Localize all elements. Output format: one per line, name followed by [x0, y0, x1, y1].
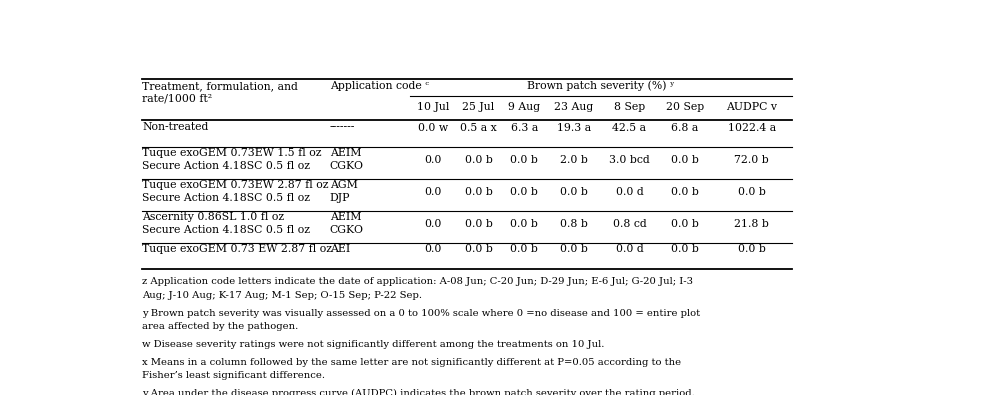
Text: 19.3 a: 19.3 a — [557, 123, 592, 133]
Text: area affected by the pathogen.: area affected by the pathogen. — [142, 322, 299, 331]
Text: 72.0 b: 72.0 b — [735, 155, 769, 165]
Text: 0.0 b: 0.0 b — [511, 155, 538, 165]
Text: 0.0 b: 0.0 b — [511, 187, 538, 197]
Text: 20 Sep: 20 Sep — [666, 102, 704, 112]
Text: 6.3 a: 6.3 a — [511, 123, 538, 133]
Text: 0.0: 0.0 — [424, 245, 442, 254]
Text: 9 Aug: 9 Aug — [509, 102, 540, 112]
Text: 21.8 b: 21.8 b — [735, 219, 769, 229]
Text: AUDPC v: AUDPC v — [727, 102, 777, 112]
Text: Application code ᶜ: Application code ᶜ — [329, 81, 429, 91]
Text: Aug; J-10 Aug; K-17 Aug; M-1 Sep; O-15 Sep; P-22 Sep.: Aug; J-10 Aug; K-17 Aug; M-1 Sep; O-15 S… — [142, 291, 422, 300]
Text: 0.0 w: 0.0 w — [418, 123, 448, 133]
Text: 0.0 b: 0.0 b — [670, 155, 699, 165]
Text: 23 Aug: 23 Aug — [554, 102, 594, 112]
Text: 0.0 b: 0.0 b — [670, 245, 699, 254]
Text: z Application code letters indicate the date of application: A-08 Jun; C-20 Jun;: z Application code letters indicate the … — [142, 277, 693, 286]
Text: 0.0: 0.0 — [424, 155, 442, 165]
Text: 3.0 bcd: 3.0 bcd — [609, 155, 650, 165]
Text: 0.0 b: 0.0 b — [738, 245, 766, 254]
Text: 0.0 b: 0.0 b — [511, 245, 538, 254]
Text: 0.0 b: 0.0 b — [464, 219, 493, 229]
Text: 0.0 b: 0.0 b — [670, 187, 699, 197]
Text: AEIM
CGKO: AEIM CGKO — [329, 212, 364, 235]
Text: 0.0 b: 0.0 b — [464, 245, 493, 254]
Text: 0.8 b: 0.8 b — [560, 219, 588, 229]
Text: 25 Jul: 25 Jul — [462, 102, 495, 112]
Text: AEIM
CGKO: AEIM CGKO — [329, 148, 364, 171]
Text: y Brown patch severity was visually assessed on a 0 to 100% scale where 0 =no di: y Brown patch severity was visually asse… — [142, 308, 700, 318]
Text: 8 Sep: 8 Sep — [614, 102, 645, 112]
Text: 0.0: 0.0 — [424, 187, 442, 197]
Text: AGM
DJP: AGM DJP — [329, 180, 358, 203]
Text: 0.0 b: 0.0 b — [511, 219, 538, 229]
Text: Ascernity 0.86SL 1.0 fl oz
Secure Action 4.18SC 0.5 fl oz: Ascernity 0.86SL 1.0 fl oz Secure Action… — [142, 212, 311, 235]
Text: 0.0 b: 0.0 b — [560, 245, 588, 254]
Text: 0.0 d: 0.0 d — [615, 187, 644, 197]
Text: Treatment, formulation, and
rate/1000 ft²: Treatment, formulation, and rate/1000 ft… — [142, 81, 298, 103]
Text: 6.8 a: 6.8 a — [671, 123, 698, 133]
Text: 0.8 cd: 0.8 cd — [612, 219, 647, 229]
Text: Brown patch severity (%) ʸ: Brown patch severity (%) ʸ — [528, 81, 674, 91]
Text: x Means in a column followed by the same letter are not significantly different : x Means in a column followed by the same… — [142, 357, 681, 367]
Text: 2.0 b: 2.0 b — [560, 155, 588, 165]
Text: Tuque exoGEM 0.73 EW 2.87 fl oz: Tuque exoGEM 0.73 EW 2.87 fl oz — [142, 244, 332, 254]
Text: Tuque exoGEM 0.73EW 1.5 fl oz
Secure Action 4.18SC 0.5 fl oz: Tuque exoGEM 0.73EW 1.5 fl oz Secure Act… — [142, 148, 321, 171]
Text: Tuque exoGEM 0.73EW 2.87 fl oz
Secure Action 4.18SC 0.5 fl oz: Tuque exoGEM 0.73EW 2.87 fl oz Secure Ac… — [142, 180, 329, 203]
Text: v Area under the disease progress curve (AUDPC) indicates the brown patch severi: v Area under the disease progress curve … — [142, 389, 695, 395]
Text: Fisher’s least significant difference.: Fisher’s least significant difference. — [142, 371, 325, 380]
Text: 10 Jul: 10 Jul — [416, 102, 449, 112]
Text: 0.0 b: 0.0 b — [560, 187, 588, 197]
Text: 42.5 a: 42.5 a — [612, 123, 647, 133]
Text: Non-treated: Non-treated — [142, 122, 209, 132]
Text: -------: ------- — [329, 122, 355, 132]
Text: 0.0 b: 0.0 b — [670, 219, 699, 229]
Text: 0.0 b: 0.0 b — [738, 187, 766, 197]
Text: w Disease severity ratings were not significantly different among the treatments: w Disease severity ratings were not sign… — [142, 340, 604, 349]
Text: 0.0 b: 0.0 b — [464, 155, 493, 165]
Text: 0.0 d: 0.0 d — [615, 245, 644, 254]
Text: 0.0: 0.0 — [424, 219, 442, 229]
Text: 0.0 b: 0.0 b — [464, 187, 493, 197]
Text: 1022.4 a: 1022.4 a — [728, 123, 776, 133]
Text: AEI: AEI — [329, 244, 350, 254]
Text: 0.5 a x: 0.5 a x — [460, 123, 497, 133]
